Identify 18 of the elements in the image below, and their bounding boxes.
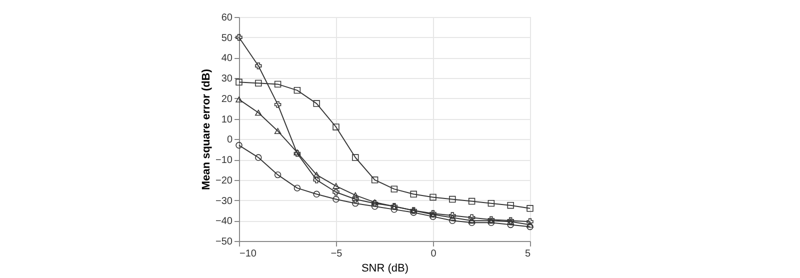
y-axis-title: Mean square error (dB) (200, 68, 213, 190)
x-axis-title: SNR (dB) (361, 262, 409, 274)
y-tick-label: 20 (221, 94, 233, 105)
y-tick-label: 60 (221, 12, 233, 24)
y-tick-label: −20 (216, 175, 233, 186)
x-tick-label: −5 (330, 248, 343, 260)
y-tick-label: 30 (221, 74, 233, 85)
x-tick-label: 0 (430, 248, 437, 260)
y-tick-label: −50 (216, 236, 233, 248)
y-tick-label: 40 (221, 53, 233, 64)
y-tick-label: −30 (216, 196, 233, 207)
y-tick-label: −10 (216, 155, 233, 166)
y-tick-label: 50 (221, 32, 233, 44)
x-tick-label: −10 (240, 248, 257, 260)
y-tick-label: −40 (216, 216, 233, 228)
y-tick-label: 10 (221, 114, 233, 126)
y-tick-label: 0 (226, 134, 233, 146)
x-tick-label: 5 (524, 248, 531, 260)
